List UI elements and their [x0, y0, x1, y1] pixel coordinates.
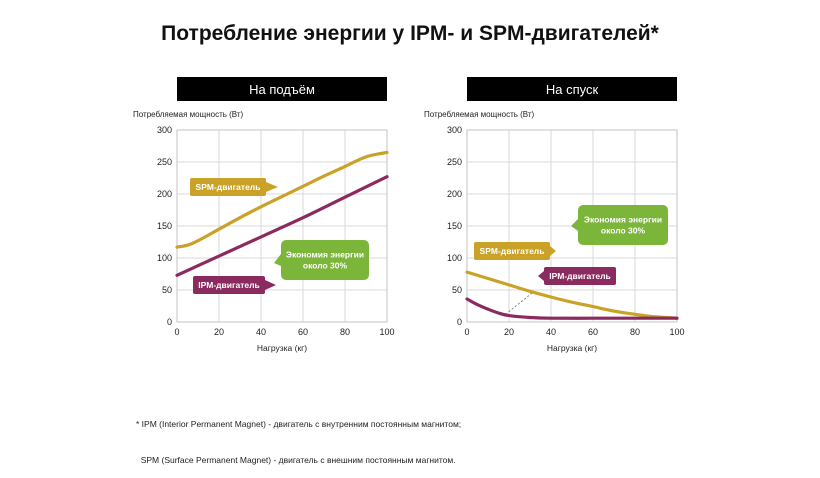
- y-tick-label: 50: [162, 285, 172, 295]
- callout-box-ipm: [193, 276, 265, 294]
- callout-box-ipm: [544, 267, 616, 285]
- footnote-line-2: SPM (Surface Permanent Magnet) - двигате…: [136, 455, 456, 465]
- y-tick-label: 250: [157, 157, 172, 167]
- y-tick-label: 0: [167, 317, 172, 327]
- callout-tip: [266, 182, 278, 192]
- annotation-tip: [274, 254, 281, 266]
- legend-label-ipm: IPM-двигатель: [198, 280, 260, 290]
- x-tick-label: 20: [504, 327, 514, 337]
- y-tick-label: 150: [157, 221, 172, 231]
- series-line-ipm: [465, 297, 679, 320]
- legend-label-ipm: IPM-двигатель: [549, 271, 611, 281]
- callout-tip: [550, 246, 556, 256]
- callout-box-spm: [190, 178, 266, 196]
- panel-header-down: На спуск: [467, 77, 677, 101]
- x-tick-label: 40: [546, 327, 556, 337]
- series-line-ipm: [175, 175, 389, 277]
- annotation-text: Экономия энергии: [286, 250, 364, 260]
- page-title: Потребление энергии у IPM- и SPM-двигате…: [161, 22, 659, 45]
- callout-box-spm: [474, 242, 550, 260]
- series-line-spm: [175, 150, 389, 249]
- footnote: * IPM (Interior Permanent Magnet) - двиг…: [136, 394, 461, 478]
- x-tick-label: 40: [256, 327, 266, 337]
- x-tick-label: 80: [630, 327, 640, 337]
- x-tick-label: 80: [340, 327, 350, 337]
- annotation-text: около 30%: [601, 226, 646, 236]
- annotation-box: [578, 205, 668, 245]
- y-tick-label: 0: [457, 317, 462, 327]
- callout-tip: [538, 271, 544, 281]
- ylabel-up: Потребляемая мощность (Вт): [133, 110, 244, 119]
- y-tick-label: 150: [447, 221, 462, 231]
- x-tick-label: 60: [588, 327, 598, 337]
- y-tick-label: 200: [447, 189, 462, 199]
- y-tick-label: 100: [157, 253, 172, 263]
- callout-tip: [265, 280, 276, 290]
- plot-frame: [176, 129, 388, 323]
- panel-header-up: На подъём: [177, 77, 387, 101]
- annotation-text: около 30%: [303, 261, 348, 271]
- y-tick-label: 50: [452, 285, 462, 295]
- x-tick-label: 100: [669, 327, 684, 337]
- y-tick-label: 300: [157, 125, 172, 135]
- x-tick-label: 100: [379, 327, 394, 337]
- x-tick-label: 60: [298, 327, 308, 337]
- x-axis-label: Нагрузка (кг): [547, 343, 597, 353]
- y-tick-label: 300: [447, 125, 462, 135]
- legend-label-spm: SPM-двигатель: [480, 246, 545, 256]
- annotation-box: [281, 240, 369, 280]
- dashed-pointer: [505, 292, 533, 315]
- legend-label-spm: SPM-двигатель: [196, 182, 261, 192]
- footnote-line-1: * IPM (Interior Permanent Magnet) - двиг…: [136, 419, 462, 429]
- series-line-spm: [465, 270, 679, 320]
- y-tick-label: 250: [447, 157, 462, 167]
- y-tick-label: 200: [157, 189, 172, 199]
- ylabel-down: Потребляемая мощность (Вт): [424, 110, 535, 119]
- x-tick-label: 0: [464, 327, 469, 337]
- y-tick-label: 100: [447, 253, 462, 263]
- plot-frame: [466, 129, 678, 323]
- x-axis-label: Нагрузка (кг): [257, 343, 307, 353]
- annotation-text: Экономия энергии: [584, 215, 662, 225]
- annotation-tip: [571, 219, 578, 231]
- x-tick-label: 0: [174, 327, 179, 337]
- x-tick-label: 20: [214, 327, 224, 337]
